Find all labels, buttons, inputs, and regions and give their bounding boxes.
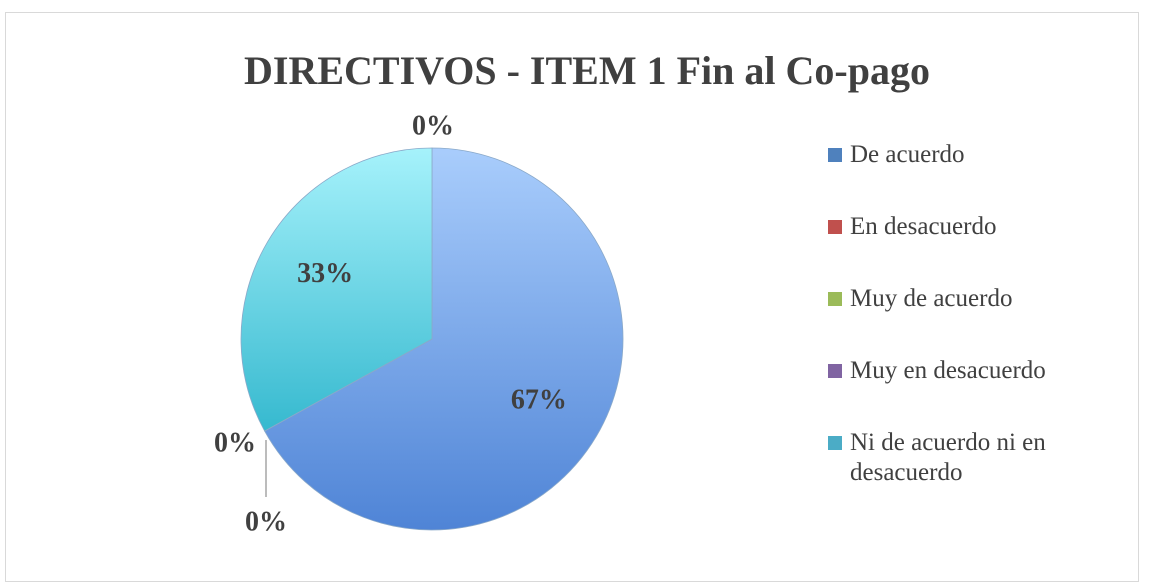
pie-slice (264, 147, 624, 531)
legend-item: De acuerdo (828, 140, 1128, 212)
legend-item: Muy de acuerdo (828, 284, 1128, 356)
data-label: 0% (245, 506, 287, 537)
legend-swatch (828, 436, 842, 450)
chart-frame (5, 12, 1139, 582)
data-label: 0% (214, 427, 256, 458)
legend-label: Muy de acuerdo (850, 285, 1013, 312)
legend-label: Ni de acuerdo ni en desacuerdo (850, 429, 1046, 486)
legend-label: De acuerdo (850, 141, 965, 168)
pie-slice (240, 147, 433, 432)
legend-swatch (828, 364, 842, 378)
data-label: 67% (511, 385, 567, 416)
legend-label: En desacuerdo (850, 213, 997, 240)
legend-swatch (828, 220, 842, 234)
chart-title: DIRECTIVOS - ITEM 1 Fin al Co-pago (244, 48, 930, 93)
data-label: 0% (412, 110, 454, 141)
legend: De acuerdo En desacuerdo Muy de acuerdo Muy… (828, 140, 1128, 500)
legend-item: Ni de acuerdo ni en desacuerdo (828, 428, 1128, 500)
data-label: 33% (297, 258, 353, 289)
legend-label: Muy en desacuerdo (850, 357, 1046, 384)
legend-item: En desacuerdo (828, 212, 1128, 284)
legend-item: Muy en desacuerdo (828, 356, 1128, 428)
legend-swatch (828, 292, 842, 306)
legend-swatch (828, 148, 842, 162)
